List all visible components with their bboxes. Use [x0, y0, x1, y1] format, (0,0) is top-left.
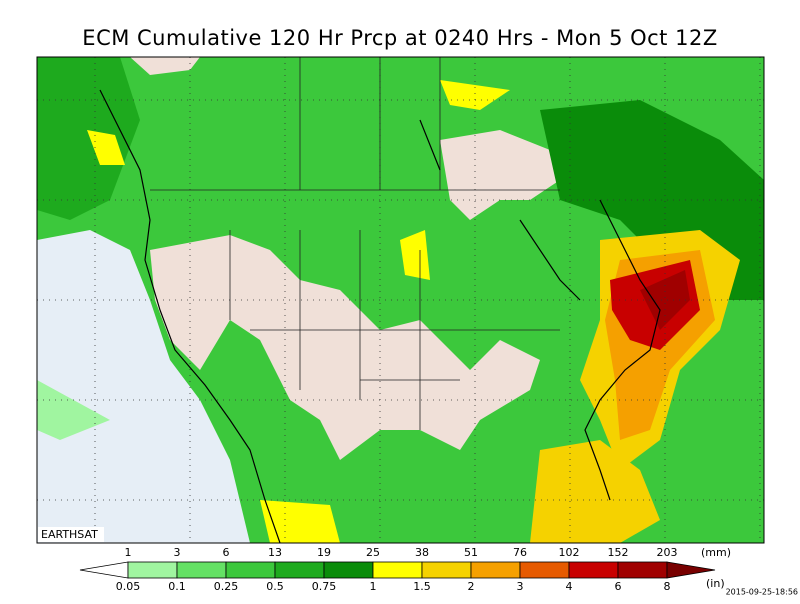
mm-label: 38: [415, 546, 429, 559]
in-label: 3: [517, 580, 524, 593]
colorbar-box: [568, 561, 619, 579]
precip-1-1.5in: [260, 500, 340, 543]
in-label: 1.5: [413, 580, 431, 593]
colorbar-box: [470, 561, 521, 579]
mm-label: 76: [513, 546, 527, 559]
in-unit: (in): [706, 577, 725, 590]
in-label: 0.25: [214, 580, 239, 593]
dry-land: [440, 130, 560, 220]
colorbar-box: [274, 561, 325, 579]
in-label: 0.5: [266, 580, 284, 593]
moderate-precip: [37, 57, 140, 220]
mm-label: 102: [559, 546, 580, 559]
colorbar-low: [79, 561, 129, 579]
colorbar-box: [372, 561, 423, 579]
colorbar-box: [421, 561, 472, 579]
mm-label: 19: [317, 546, 331, 559]
mm-label: 3: [174, 546, 181, 559]
map-frame: [36, 56, 765, 544]
in-label: 8: [664, 580, 671, 593]
in-label: 0.75: [312, 580, 337, 593]
dry-land: [130, 57, 200, 75]
ocean-dry: [37, 230, 250, 543]
colorbar-box: [617, 561, 668, 579]
borders: [150, 57, 560, 430]
colorbar-box: [127, 561, 178, 579]
colorbar-box: [225, 561, 276, 579]
colorbar-box: [323, 561, 374, 579]
mm-label: 1: [125, 546, 132, 559]
in-label: 0.05: [116, 580, 141, 593]
coastlines: [99, 89, 661, 543]
mm-label: 152: [608, 546, 629, 559]
precip-1-1.5in: [440, 80, 510, 110]
map-title: ECM Cumulative 120 Hr Prcp at 0240 Hrs -…: [82, 26, 717, 50]
in-label: 0.1: [168, 580, 186, 593]
in-label: 1: [370, 580, 377, 593]
precip-1-2in: [530, 440, 660, 543]
precip-6-8in: [640, 270, 690, 330]
label-box: [38, 527, 104, 542]
source-label: EARTHSAT: [41, 528, 98, 541]
in-label: 2: [468, 580, 475, 593]
colorbar-high: [666, 561, 716, 579]
mm-label: 51: [464, 546, 478, 559]
mm-label: 203: [657, 546, 678, 559]
in-label: 6: [615, 580, 622, 593]
mm-label: 25: [366, 546, 380, 559]
precip-1-1.5in: [400, 230, 430, 280]
mm-label: 6: [223, 546, 230, 559]
colorbar-box: [176, 561, 227, 579]
colorbar-box: [519, 561, 570, 579]
mm-unit: (mm): [701, 546, 731, 559]
precip-map: [37, 57, 764, 543]
precip-1-1.5in: [87, 130, 125, 165]
timestamp: 2015-09-25-18:56: [726, 588, 798, 597]
mm-label: 13: [268, 546, 282, 559]
dry-land: [150, 235, 540, 460]
in-label: 4: [566, 580, 573, 593]
light-precip: [37, 380, 110, 440]
